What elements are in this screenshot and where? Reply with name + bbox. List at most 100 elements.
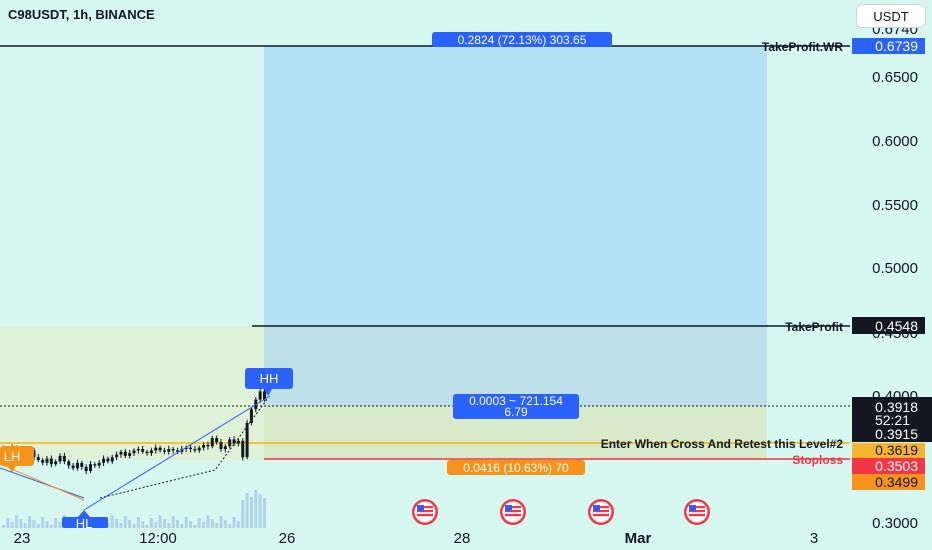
candle-body	[258, 391, 262, 400]
volume-bar	[32, 520, 36, 528]
center-label-line2: 6.79	[504, 405, 528, 419]
time-tick: 3	[810, 530, 818, 547]
us-flag-icon[interactable]	[588, 499, 614, 525]
hl-marker[interactable]: HL	[62, 510, 108, 531]
stoploss-price-tag	[852, 458, 925, 474]
center-label-box	[453, 394, 579, 419]
volume-bar	[154, 522, 158, 528]
candle-body	[110, 457, 114, 462]
candle-body	[184, 447, 188, 450]
candle-body	[236, 440, 240, 444]
candle-body	[136, 449, 140, 451]
volume-bar	[210, 519, 214, 528]
stop-label-box	[447, 460, 585, 475]
us-flag-icon[interactable]	[500, 499, 526, 525]
hh-marker-text: HH	[260, 371, 279, 386]
takeprofit-label: TakeProfit	[785, 320, 843, 334]
candle-body	[145, 451, 149, 454]
volume-bar	[254, 490, 258, 528]
candle-body	[245, 422, 249, 458]
candle-body	[49, 458, 53, 465]
candle-body	[75, 462, 79, 469]
countdown-text: 52:21	[875, 412, 910, 428]
candle-body	[89, 464, 92, 472]
price-tick: 0.5000	[872, 260, 918, 277]
volume-bar	[15, 515, 19, 528]
candle-body	[128, 453, 132, 456]
candle-body	[41, 460, 45, 463]
target-label: 0.2824 (72.13%) 303.65	[458, 33, 587, 47]
chart-title: C98USDT, 1h, BINANCE	[8, 7, 155, 22]
price-3499-tag	[852, 474, 925, 490]
trend-line-blue-2[interactable]	[0, 467, 85, 499]
volume-bar	[236, 521, 240, 528]
volume-bar	[123, 516, 127, 528]
candle-body	[223, 446, 227, 450]
candle-body	[119, 451, 123, 455]
center-label-line1: 0.0003 ~ 721.154	[469, 394, 563, 408]
volume-bar	[45, 521, 49, 528]
volume-bar	[206, 515, 210, 528]
tp-price-text: 0.4548	[875, 318, 918, 334]
candle-body	[80, 462, 84, 467]
candle-body	[206, 444, 210, 447]
trend-line-blue[interactable]	[83, 395, 271, 511]
volume-bar	[258, 494, 262, 528]
lh-marker[interactable]: LH	[0, 446, 34, 473]
volume-bar	[128, 520, 132, 528]
candle-body	[215, 438, 219, 443]
light-zone-left	[0, 326, 264, 460]
candle-body	[58, 455, 62, 462]
candle-body	[197, 447, 201, 451]
volume-bar	[6, 518, 10, 528]
entry-zone-overlay	[264, 326, 767, 406]
volume-bar	[180, 524, 184, 528]
stop-label: 0.0416 (10.63%) 70	[463, 461, 569, 475]
stoploss-price-text: 0.3503	[875, 458, 918, 474]
dotted-projection	[99, 397, 269, 499]
orange-trend-line	[0, 463, 85, 501]
us-flag-icon[interactable]	[412, 499, 438, 525]
volume-bar	[184, 517, 188, 528]
volume-bar	[23, 523, 27, 528]
volume-bar	[223, 520, 227, 528]
volume-bar	[54, 518, 58, 528]
lh-marker-text: LH	[4, 449, 21, 464]
candle-body	[241, 440, 245, 458]
time-tick: 26	[279, 530, 296, 547]
volume-bar	[162, 519, 166, 528]
candle-body	[62, 455, 66, 462]
current-price-text: 0.3918	[875, 399, 918, 415]
candle-body	[123, 451, 127, 456]
price-tick: 0.3000	[872, 515, 918, 532]
candle-body	[102, 458, 106, 463]
candle-body	[149, 450, 153, 454]
hh-marker[interactable]: HH	[245, 368, 293, 396]
volume-bar	[241, 500, 245, 528]
candle-body	[93, 464, 97, 466]
price-tick: 0.6000	[872, 133, 918, 150]
volume-bar	[228, 524, 232, 528]
candle-body	[202, 444, 206, 448]
time-tick: 28	[454, 530, 471, 547]
volume-bar	[110, 515, 114, 528]
volume-bar	[176, 520, 179, 528]
time-axis[interactable]	[0, 528, 932, 550]
volume-bar	[197, 518, 201, 528]
candle-body	[115, 454, 119, 458]
tp-wr-price-tag	[852, 38, 925, 54]
volume-bar	[219, 516, 223, 528]
stoploss-label: Stoploss	[792, 453, 843, 467]
us-flag-icon[interactable]	[684, 499, 710, 525]
volume-bar	[215, 523, 219, 528]
volume-bar	[136, 517, 140, 528]
currency-button[interactable]: USDT	[856, 4, 926, 28]
volume-bar	[49, 525, 53, 528]
volume-bar	[145, 525, 149, 528]
candle-body	[141, 449, 145, 452]
time-tick: 23	[14, 530, 31, 547]
candle-body	[189, 447, 193, 450]
candle-body	[71, 465, 75, 469]
candle-body	[210, 438, 214, 447]
